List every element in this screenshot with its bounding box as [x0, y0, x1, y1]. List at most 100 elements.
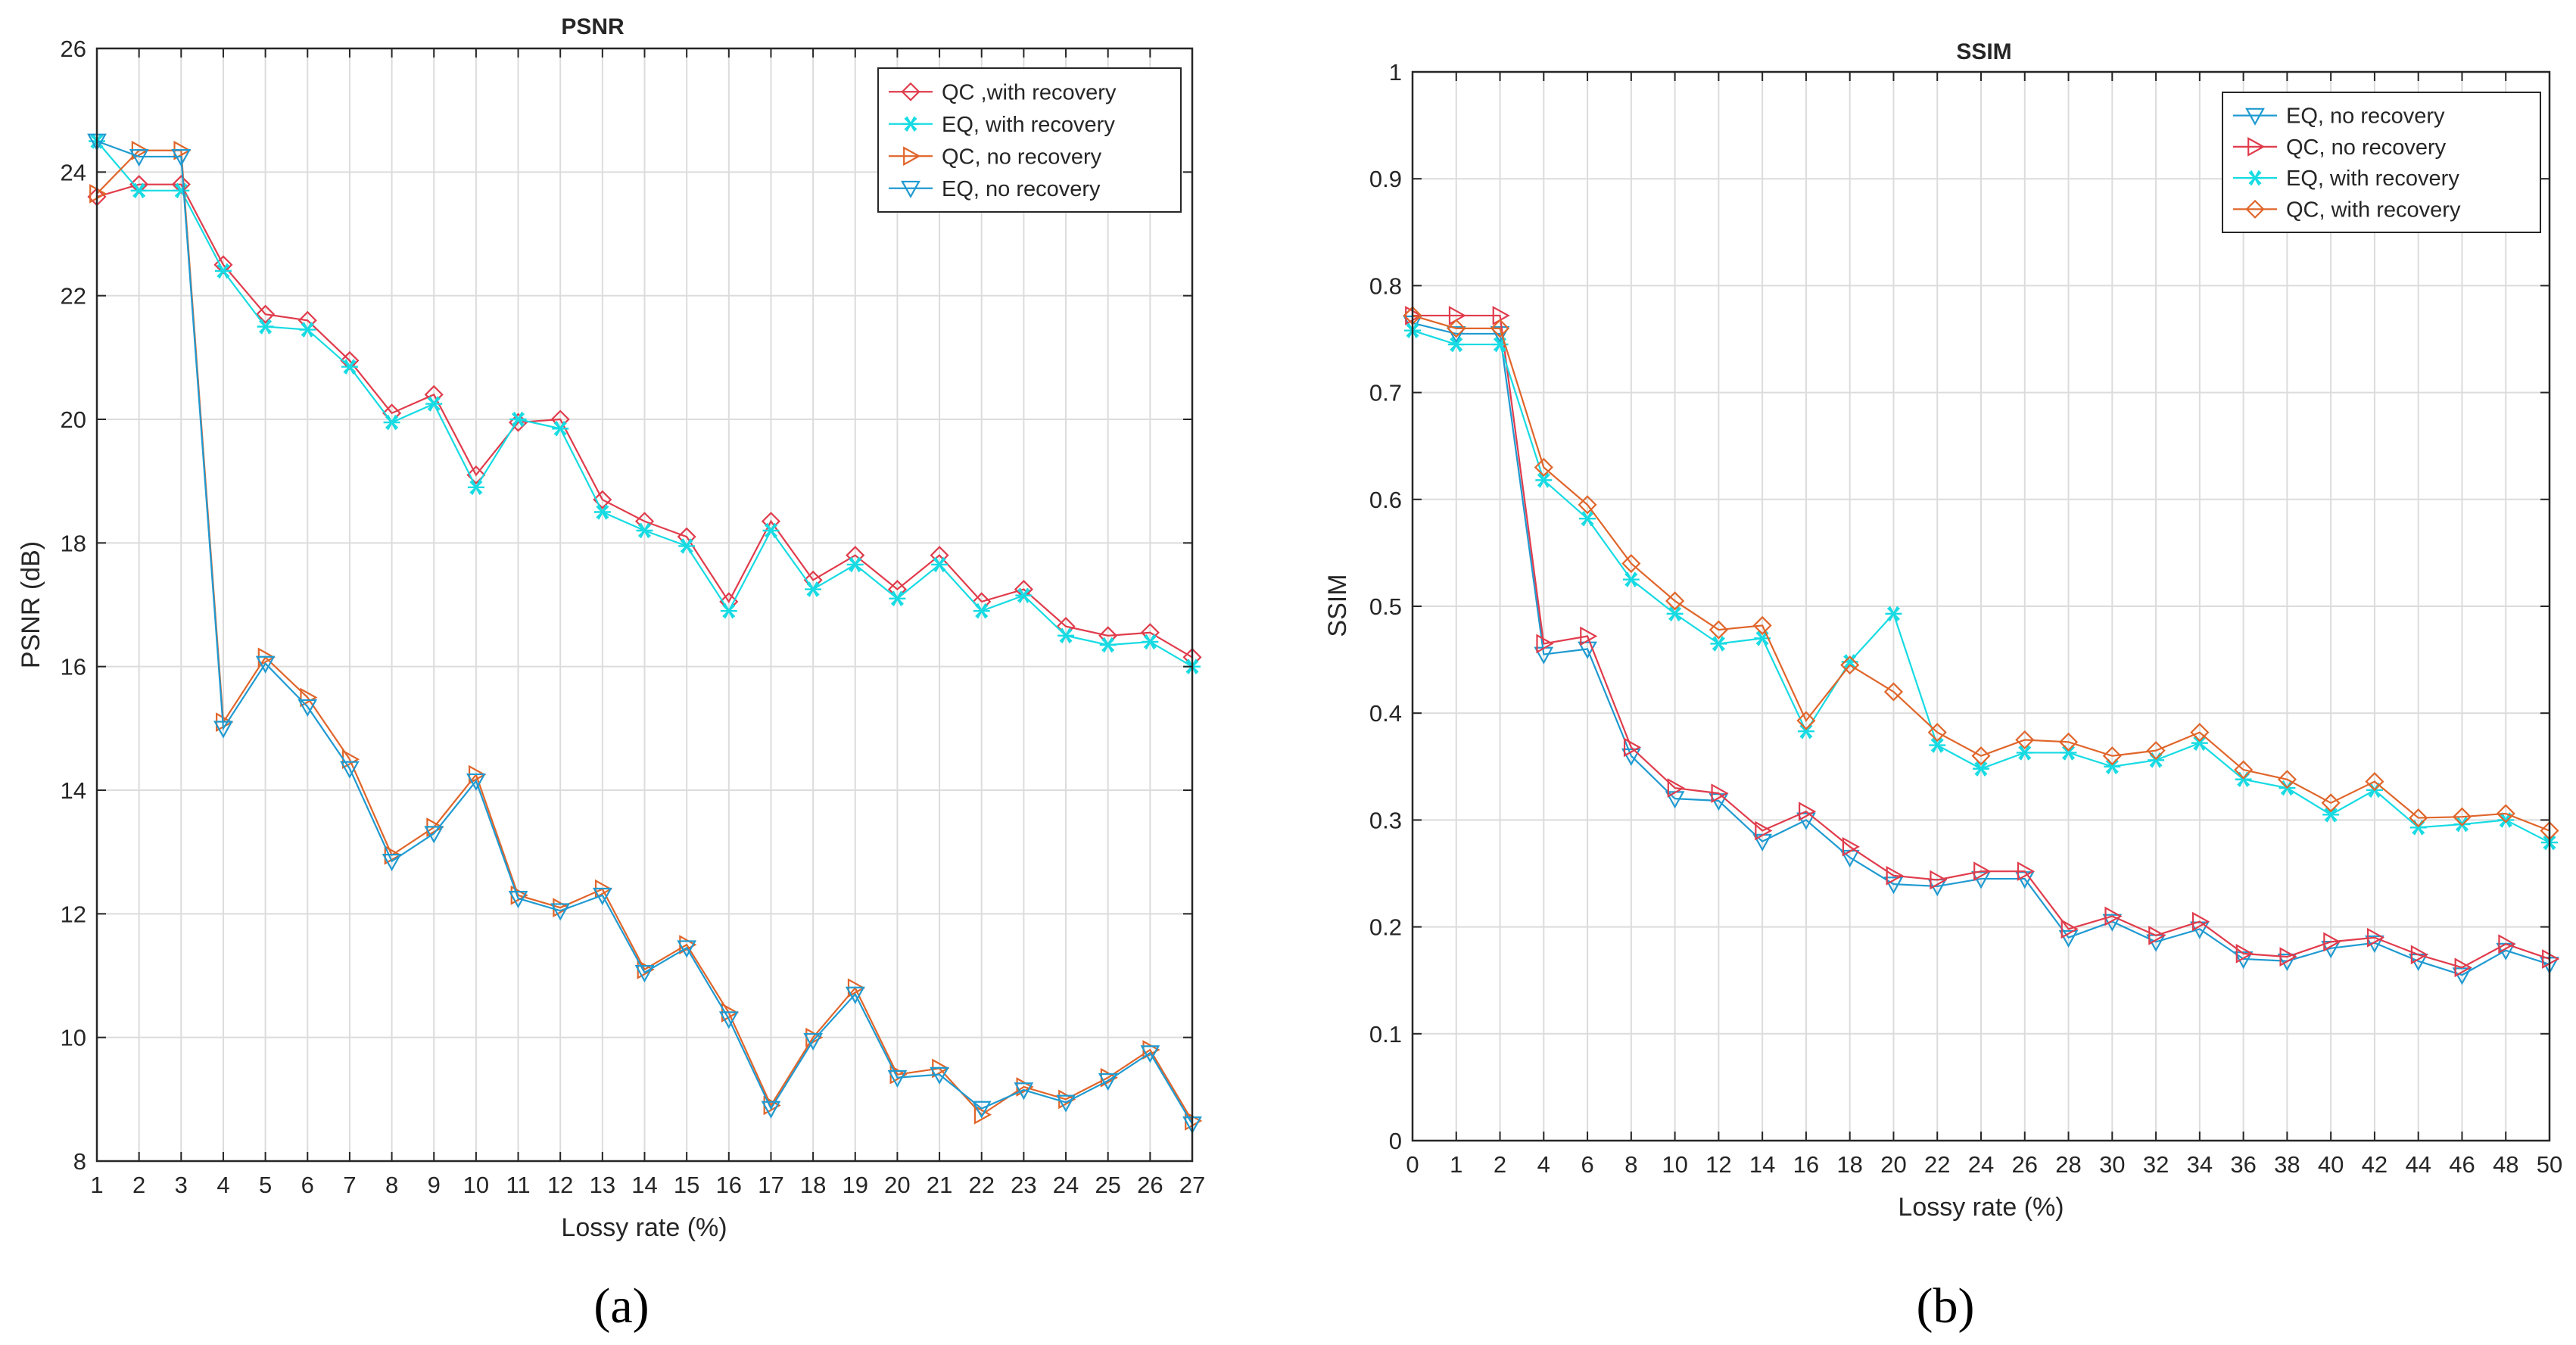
data-point — [1796, 711, 1816, 730]
x-tick-label: 46 — [2449, 1151, 2475, 1178]
data-point — [2235, 771, 2252, 787]
data-point — [1927, 723, 1947, 743]
data-point — [2015, 730, 2035, 750]
data-point — [297, 699, 318, 718]
data-point — [845, 986, 865, 1004]
panel-label: (a) — [593, 1278, 649, 1334]
data-point — [1709, 620, 1728, 640]
data-point — [2497, 812, 2515, 828]
x-tick-label: 9 — [428, 1172, 441, 1198]
data-point — [2058, 732, 2079, 752]
data-point — [1015, 587, 1033, 603]
x-tick-label: 16 — [716, 1172, 742, 1198]
series-line — [1412, 322, 2550, 976]
y-tick-label: 26 — [61, 36, 86, 62]
data-point — [424, 826, 444, 844]
y-tick-label: 0.8 — [1369, 272, 1402, 299]
data-point — [1578, 641, 1597, 659]
y-tick-label: 0.4 — [1369, 700, 1402, 727]
data-point — [1056, 1094, 1076, 1113]
data-point — [1883, 682, 1904, 702]
legend-marker — [901, 180, 920, 199]
x-tick-label: 26 — [2012, 1151, 2038, 1178]
data-point — [677, 940, 697, 958]
x-tick-label: 40 — [2318, 1151, 2344, 1178]
data-point — [678, 538, 696, 554]
data-point — [129, 149, 149, 167]
data-point — [1667, 778, 1685, 798]
data-point — [467, 479, 484, 496]
data-point — [1754, 630, 1771, 646]
data-point — [762, 522, 780, 539]
y-tick-label: 0.7 — [1369, 380, 1402, 406]
x-tick-label: 22 — [968, 1172, 994, 1198]
data-point — [1491, 336, 1509, 353]
legend-label: EQ, no recovery — [942, 177, 1101, 201]
y-axis-label: SSIM — [1323, 574, 1352, 637]
data-point — [466, 465, 486, 485]
y-tick-label: 0.2 — [1369, 914, 1402, 941]
data-point — [213, 721, 233, 739]
data-point — [1842, 836, 1860, 857]
data-point — [1490, 319, 1510, 338]
data-point — [2102, 746, 2122, 766]
x-tick-label: 15 — [674, 1172, 699, 1198]
data-point — [2191, 735, 2208, 751]
data-point — [214, 263, 232, 279]
y-tick-label: 0.9 — [1369, 166, 1402, 192]
data-point — [550, 903, 571, 921]
data-point — [508, 891, 528, 909]
x-tick-label: 11 — [506, 1172, 530, 1198]
y-tick-label: 24 — [61, 159, 86, 185]
y-tick-label: 14 — [61, 777, 86, 804]
x-tick-label: 20 — [1880, 1151, 1906, 1178]
data-point — [2104, 758, 2121, 774]
data-point — [1665, 591, 1685, 611]
data-point — [2234, 760, 2254, 780]
data-point — [425, 396, 443, 412]
data-point — [1536, 634, 1554, 654]
x-tick-label: 18 — [1836, 1151, 1862, 1178]
x-tick-label: 7 — [343, 1172, 356, 1198]
data-point — [1447, 319, 1466, 338]
legend-marker — [2245, 107, 2265, 126]
ssim-chart: SSIM 0 1 2 4 6 8 10 12 14 16 18 20 22 24 26 28 30 32 34 36 3… — [1323, 39, 2562, 1334]
legend-marker — [2245, 199, 2265, 219]
data-point — [971, 1101, 992, 1119]
legend-label: EQ, with recovery — [2286, 167, 2459, 191]
data-point — [2148, 926, 2166, 945]
data-point — [2365, 772, 2384, 792]
legend-marker — [903, 146, 921, 167]
x-tick-label: 24 — [1968, 1151, 1994, 1178]
legend-marker — [901, 82, 920, 101]
data-point — [2146, 741, 2166, 761]
y-tick-label: 22 — [61, 283, 86, 310]
x-tick-label: 14 — [631, 1172, 657, 1198]
legend-label: QC, no recovery — [942, 145, 1102, 169]
data-point — [1099, 637, 1117, 653]
legend-label: QC ,with recovery — [942, 80, 1117, 104]
data-point — [1973, 861, 1992, 882]
legend-marker — [902, 116, 919, 132]
legend-label: EQ, no recovery — [2286, 104, 2445, 129]
x-tick-label: 23 — [1011, 1172, 1036, 1198]
x-tick-label: 19 — [843, 1172, 868, 1198]
data-point — [1841, 654, 1858, 670]
x-tick-label: 14 — [1749, 1151, 1775, 1178]
data-point — [1971, 746, 1991, 766]
x-axis-label: Lossy rate (%) — [1898, 1193, 2064, 1222]
data-point — [1755, 820, 1773, 841]
x-tick-label: 16 — [1793, 1151, 1819, 1178]
data-point — [2017, 861, 2036, 882]
data-point — [1578, 495, 1597, 515]
x-tick-label: 5 — [259, 1172, 272, 1198]
data-point — [634, 965, 655, 983]
x-tick-label: 8 — [385, 1172, 398, 1198]
legend-marker — [2247, 170, 2263, 186]
data-point — [2323, 932, 2341, 952]
x-axis-label: Lossy rate (%) — [561, 1213, 727, 1242]
data-point — [1929, 737, 1946, 753]
x-tick-label: 12 — [547, 1172, 573, 1198]
x-tick-label: 8 — [1624, 1151, 1637, 1178]
